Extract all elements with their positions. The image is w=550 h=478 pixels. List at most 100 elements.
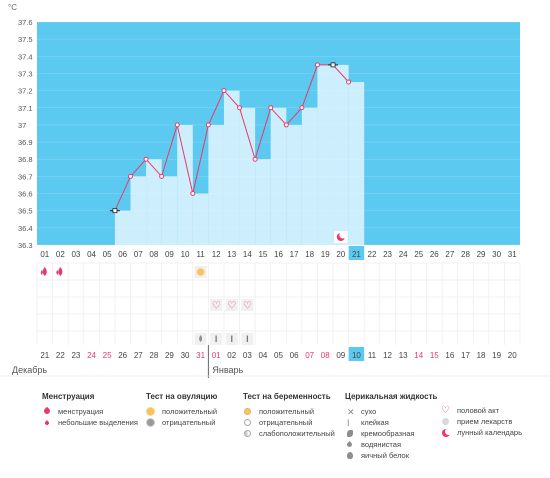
moon-icon	[441, 427, 452, 438]
cycle-day-label: 31	[508, 250, 517, 259]
cycle-day-label: 07	[134, 250, 143, 259]
legend-menstruation: Менструация менструация небольшие выделе…	[42, 392, 138, 428]
calendar-date-label: 07	[305, 351, 314, 360]
calendar-date-label: 20	[508, 351, 517, 360]
calendar-date-label: 10	[352, 351, 361, 360]
y-tick-label: 37.6	[18, 18, 33, 27]
cycle-day-label: 12	[212, 250, 221, 259]
cycle-day-label: 23	[383, 250, 392, 259]
calendar-date-label: 22	[56, 351, 65, 360]
legend-pregnancy: Тест на беременность положительный отриц…	[243, 392, 335, 439]
calendar-date-label: 09	[336, 351, 345, 360]
temp-bar	[223, 90, 240, 245]
calendar-date-label: 28	[149, 351, 158, 360]
temp-bar	[161, 176, 178, 245]
temp-point	[314, 62, 320, 68]
temp-point	[205, 122, 211, 128]
y-unit-label: °C	[8, 3, 17, 12]
temp-bar	[114, 210, 131, 245]
legend-pregnancy-title: Тест на беременность	[243, 392, 331, 401]
calendar-date-label: 23	[71, 351, 80, 360]
temp-bar	[255, 159, 271, 245]
cycle-day-label: 15	[258, 250, 267, 259]
legend-item-menstruation: менструация	[42, 406, 138, 417]
temp-bar	[333, 64, 349, 245]
temp-bar	[208, 124, 224, 245]
temp-point	[174, 122, 180, 128]
calendar-date-label: 30	[181, 351, 190, 360]
legend: Менструация менструация небольшие выделе…	[0, 392, 550, 478]
heart-icon: ♡	[212, 301, 221, 312]
temp-point	[237, 105, 243, 111]
cycle-day-label: 21	[352, 250, 361, 259]
pill-icon	[441, 417, 451, 427]
cycle-day-label: 17	[290, 250, 299, 259]
cycle-day-label: 25	[414, 250, 423, 259]
calendar-date-label: 15	[430, 351, 439, 360]
legend-item-pregnancy-negative: отрицательный	[243, 417, 335, 428]
temp-bar	[270, 107, 287, 246]
temp-bar	[301, 107, 318, 246]
cycle-day-label: 24	[399, 250, 408, 259]
legend-item-spotting: небольшие выделения	[42, 417, 138, 428]
cycle-day-label: 08	[149, 250, 158, 259]
calendar-date-label: 02	[227, 351, 236, 360]
circle-positive-icon	[243, 407, 253, 417]
drop-icon	[42, 267, 47, 276]
y-tick-label: 36.5	[18, 207, 33, 216]
calendar-date-label: 03	[243, 351, 252, 360]
eggwhite-icon	[345, 451, 355, 461]
temp-point	[159, 173, 165, 179]
sticky-icon: I	[246, 334, 249, 344]
cycle-day-label: 29	[477, 250, 486, 259]
legend-item-ovulation-negative: отрицательный	[146, 417, 217, 428]
legend-item-fluid-creamy: кремообразная	[345, 428, 437, 439]
circle-negative-icon	[243, 418, 253, 428]
heart-icon: ♡	[243, 301, 252, 312]
legend-item-fluid-dry: ✕ сухо	[347, 406, 377, 417]
fluid-box	[225, 333, 238, 345]
cycle-day-label: 16	[274, 250, 283, 259]
cycle-day-label: 14	[243, 250, 252, 259]
cycle-day-label: 26	[430, 250, 439, 259]
sticky-icon: I	[231, 334, 234, 344]
cycle-day-label: 04	[87, 250, 96, 259]
cross-icon: ✕	[347, 406, 355, 417]
temp-point	[268, 105, 274, 111]
legend-ovulation: Тест на овуляцию положительный отрицател…	[146, 392, 217, 428]
fluid-box	[210, 333, 223, 345]
y-tick-label: 37.3	[18, 69, 33, 78]
y-tick-label: 36.7	[18, 172, 33, 181]
calendar-date-label: 08	[321, 351, 330, 360]
cycle-day-label: 22	[368, 250, 377, 259]
legend-item-fluid-watery: водянистая	[345, 439, 437, 450]
heart-icon: ♡	[227, 301, 236, 312]
calendar-date-label: 13	[399, 351, 408, 360]
temp-point	[346, 79, 352, 85]
bbt-chart: °C37.6 37.5 37.4 37.3 37.2 37.1 37 36.9 36.8 36.7…	[0, 3, 550, 378]
temp-bar	[130, 176, 147, 245]
legend-item-ovulation-positive: положительный	[146, 406, 217, 417]
calendar-date-label: 24	[87, 351, 96, 360]
drop-icon	[56, 270, 59, 275]
intercourse-box	[210, 299, 223, 311]
temp-point-square	[330, 62, 336, 68]
y-tick-label: 36.6	[18, 190, 33, 199]
y-tick-label: 37.2	[18, 87, 33, 96]
cycle-day-label: 18	[305, 250, 314, 259]
sun-positive-icon	[146, 407, 156, 417]
temp-point	[221, 88, 227, 94]
calendar-date-label: 11	[368, 351, 377, 360]
calendar-date-label: 26	[118, 351, 127, 360]
temp-bar	[146, 159, 162, 245]
small-drop-icon	[42, 418, 52, 428]
cycle-day-label: 27	[445, 250, 454, 259]
temp-point	[143, 156, 149, 162]
temp-point	[127, 173, 133, 179]
calendar-date-label: 17	[461, 351, 470, 360]
legend-other: ♡ половой акт прием лекарств лунный кален…	[441, 405, 522, 438]
temp-point	[283, 122, 289, 128]
calendar-date-label: 04	[258, 351, 267, 360]
drop-icon	[58, 267, 63, 276]
